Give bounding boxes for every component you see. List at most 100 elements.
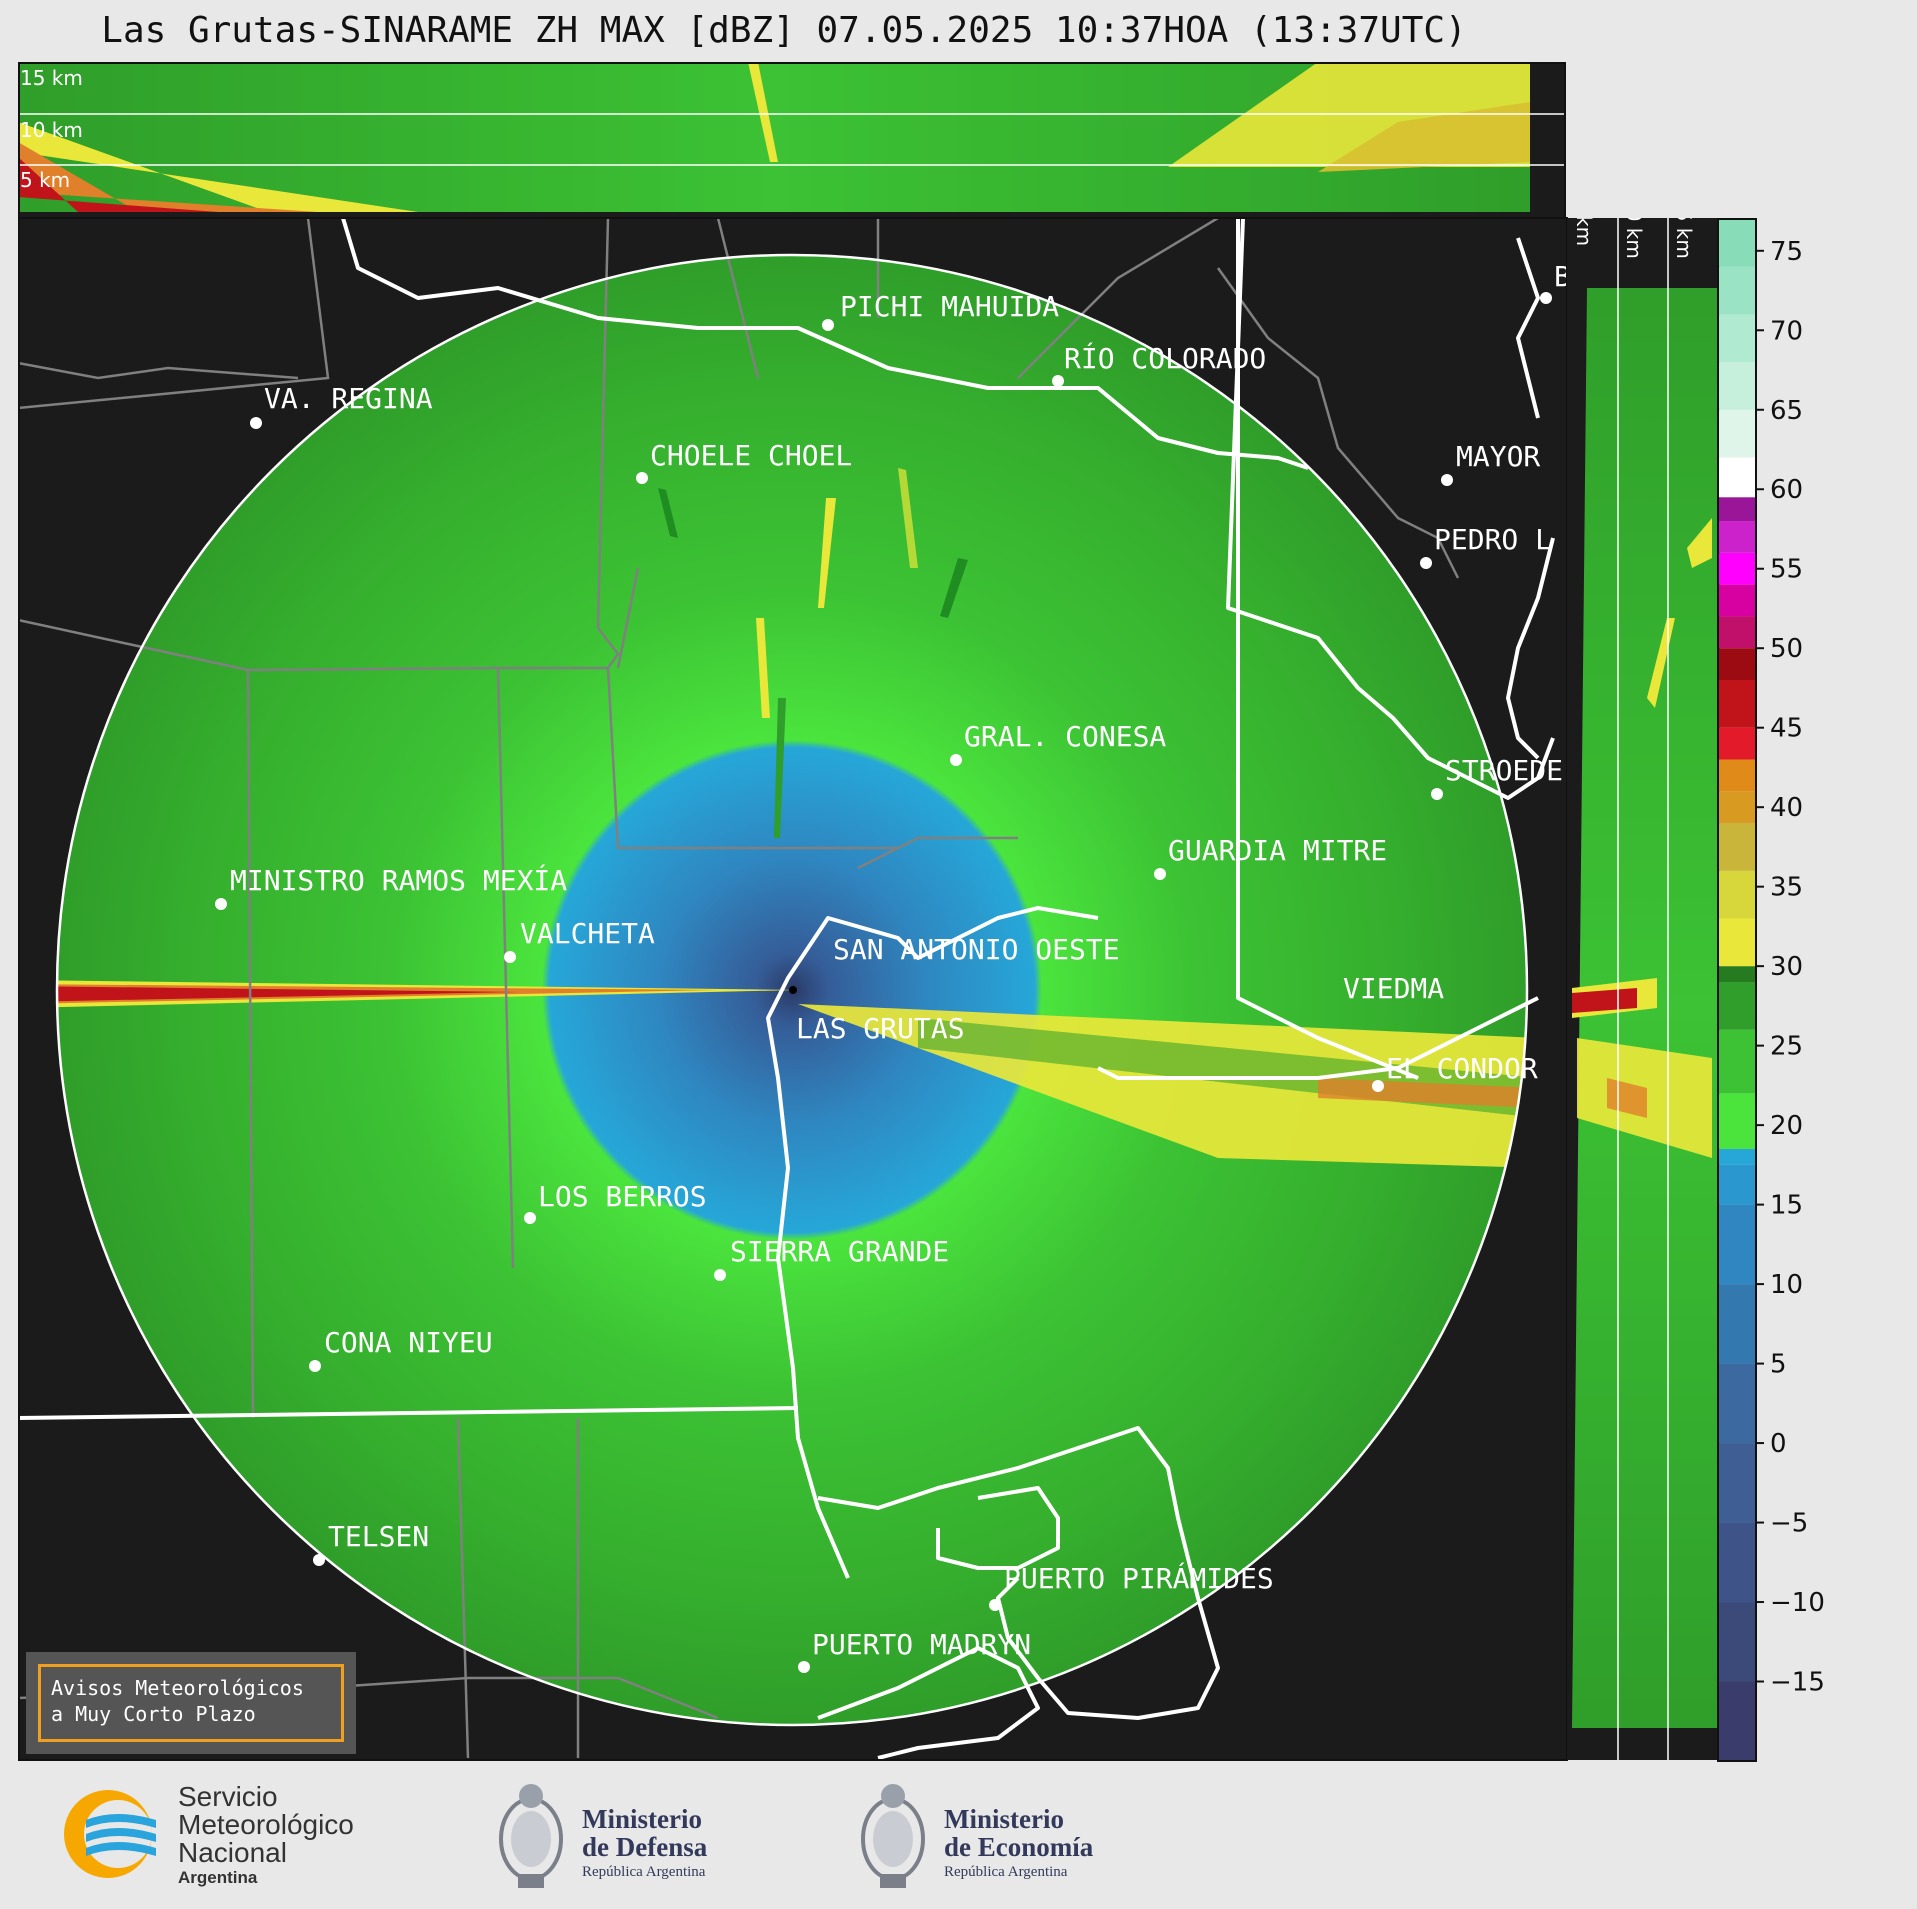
city-dot [636, 472, 648, 484]
defensa-line-2: de Defensa [582, 1832, 708, 1862]
colorbar-tick-label: 45 [1770, 714, 1803, 744]
city-dot [1052, 375, 1064, 387]
city-label-b: B [1554, 260, 1566, 293]
colorbar-segment [1718, 616, 1756, 649]
colorbar-tick-label: 20 [1770, 1111, 1803, 1141]
city-label-stroede: STROEDE [1445, 754, 1563, 787]
radar-site-dot [789, 986, 797, 994]
right-altitude-panel: 5 km 10 km 15 km [1567, 196, 1720, 1760]
city-label-pichi-mahuida: PICHI MAHUIDA [840, 290, 1059, 323]
city-dot [714, 1269, 726, 1281]
right-alt-label-5: 5 km [1572, 218, 1596, 246]
city-label-valcheta: VALCHETA [520, 917, 655, 950]
top-alt-label-15: 15 km [20, 66, 83, 90]
smn-logo-icon [56, 1784, 166, 1884]
city-dot [989, 1599, 1001, 1611]
city-dot [313, 1554, 325, 1566]
colorbar-segment [1718, 1363, 1756, 1444]
right-alt-label-10: 10 km [1622, 218, 1646, 259]
warning-line-1: Avisos Meteorológicos [51, 1676, 304, 1700]
city-label-los-berros: LOS BERROS [538, 1180, 707, 1213]
top-altitude-panel: 15 km 10 km 5 km [18, 62, 1566, 217]
city-dot [524, 1212, 536, 1224]
colorbar-segment [1718, 552, 1756, 585]
city-markers: PICHI MAHUIDA RÍO COLORADO VA. REGINA CH… [215, 260, 1566, 1673]
colorbar-tick-label: 75 [1770, 237, 1803, 267]
radar-map-panel: PICHI MAHUIDA RÍO COLORADO VA. REGINA CH… [18, 218, 1566, 1760]
city-dot [250, 417, 262, 429]
economia-line-3: República Argentina [944, 1864, 1068, 1880]
colorbar-segment [1718, 727, 1756, 760]
defensa-line-1: Ministerio [582, 1804, 702, 1834]
economia-line-1: Ministerio [944, 1804, 1064, 1834]
colorbar-segment [1718, 680, 1756, 728]
top-profile-svg [18, 62, 1566, 212]
city-dot [1540, 292, 1552, 304]
colorbar-segment [1718, 584, 1756, 617]
colorbar-segment [1718, 1148, 1756, 1165]
colorbar-segment [1718, 648, 1756, 681]
right-profile-svg: 5 km 10 km 15 km [1572, 196, 1717, 1760]
city-dot [950, 754, 962, 766]
range-ring [55, 253, 1529, 1727]
city-label-viedma: VIEDMA [1343, 972, 1444, 1005]
city-label-puerto-piramides: PUERTO PIRÁMIDES [1004, 1561, 1274, 1595]
city-dot [1154, 868, 1166, 880]
economia-seal-icon [856, 1774, 930, 1894]
colorbar-segment [1718, 1602, 1756, 1682]
colorbar-tick-label: 65 [1770, 396, 1803, 426]
colorbar-tick-label: −5 [1770, 1509, 1808, 1539]
warning-box[interactable]: Avisos Meteorológicos a Muy Corto Plazo [26, 1652, 356, 1754]
city-label-rio-colorado: RÍO COLORADO [1064, 341, 1266, 375]
city-dot [1441, 474, 1453, 486]
colorbar-segment [1718, 1204, 1756, 1285]
colorbar-tick-label: 15 [1770, 1191, 1803, 1221]
smn-line-3: Nacional [178, 1837, 287, 1868]
city-label-choele-choel: CHOELE CHOEL [650, 439, 852, 472]
colorbar-segment [1718, 759, 1756, 792]
colorbar-segment [1718, 314, 1756, 363]
city-label-telsen: TELSEN [328, 1520, 429, 1553]
city-label-guardia-mitre: GUARDIA MITRE [1168, 834, 1387, 867]
city-label-cona-niyeu: CONA NIYEU [324, 1326, 493, 1359]
colorbar-segment [1718, 457, 1756, 498]
city-dot [798, 1661, 810, 1673]
economia-line-2: de Economía [944, 1832, 1094, 1862]
city-dot [1372, 1080, 1384, 1092]
colorbar-segment [1718, 1681, 1756, 1761]
map-title: Las Grutas-SINARAME ZH MAX [dBZ] 07.05.2… [101, 10, 1467, 51]
colorbar-segment [1718, 982, 1756, 1030]
city-dot [309, 1360, 321, 1372]
city-label-puerto-madryn: PUERTO MADRYN [812, 1628, 1031, 1661]
right-alt-label-15: 15 km [1672, 218, 1696, 259]
colorbar-tick-label: 10 [1770, 1270, 1803, 1300]
colorbar-tick-label: 70 [1770, 316, 1803, 346]
colorbar-segment [1718, 1284, 1756, 1364]
colorbar-tick-label: 50 [1770, 634, 1803, 664]
colorbar-tick-label: 40 [1770, 793, 1803, 823]
province-borders [18, 218, 1460, 1759]
economia-logo-text: Ministerio de Economía República Argenti… [944, 1805, 1093, 1883]
city-dot [822, 319, 834, 331]
colorbar-segment [1718, 1029, 1756, 1094]
colorbar-tick-label: −10 [1770, 1588, 1825, 1618]
warning-box-frame: Avisos Meteorológicos a Muy Corto Plazo [38, 1664, 344, 1742]
colorbar-segment [1718, 1522, 1756, 1603]
city-label-mayor: MAYOR [1456, 440, 1540, 473]
colorbar-segment [1718, 1443, 1756, 1523]
colorbar-tick-label: 35 [1770, 873, 1803, 903]
colorbar-segment [1718, 266, 1756, 315]
city-label-pedro-l: PEDRO L [1434, 523, 1552, 556]
city-label-san-antonio-oeste: SAN ANTONIO OESTE [833, 933, 1120, 966]
city-label-ministro-ramos-mexia: MINISTRO RAMOS MEXÍA [230, 863, 567, 897]
smn-line-2: Meteorológico [178, 1809, 354, 1840]
city-dot [1420, 557, 1432, 569]
colorbar-tick-label: 0 [1770, 1429, 1787, 1459]
smn-logo-text: Servicio Meteorológico Nacional Argentin… [178, 1783, 354, 1889]
colorbar-segment [1718, 362, 1756, 410]
colorbar-tick-label: 30 [1770, 952, 1803, 982]
city-label-gral-conesa: GRAL. CONESA [964, 720, 1166, 753]
colorbar-segment [1718, 918, 1756, 967]
city-dot [504, 951, 516, 963]
